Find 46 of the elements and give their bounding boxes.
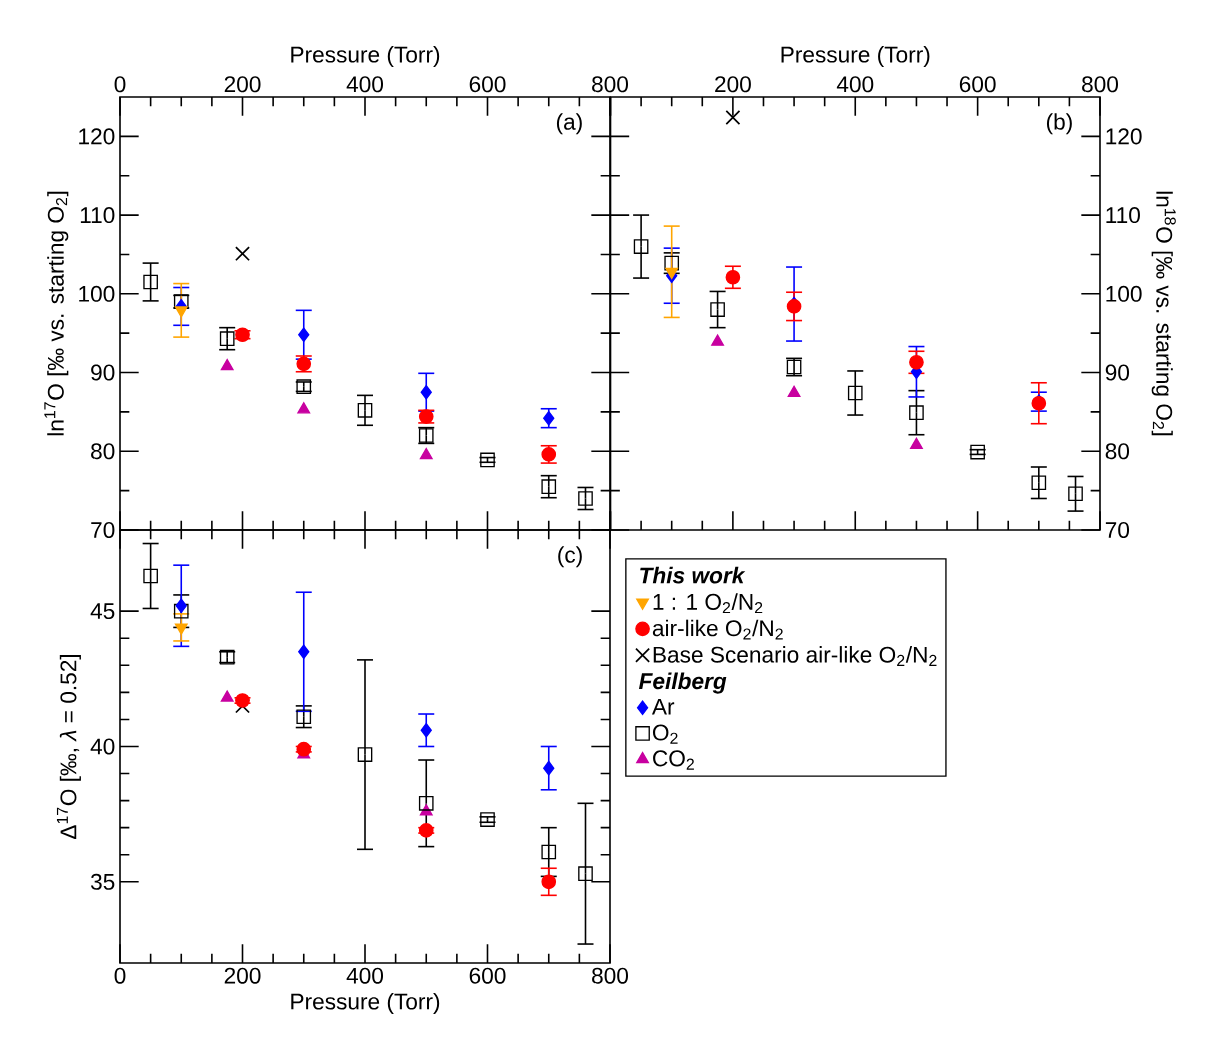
legend-label: Ar xyxy=(651,698,675,715)
text: (a) xyxy=(556,113,582,135)
x-tick-label: 200 xyxy=(715,76,751,93)
y-tick-label: 80 xyxy=(1105,443,1130,460)
y-tick-label: 120 xyxy=(1106,128,1142,145)
y-tick-label: 110 xyxy=(80,207,115,224)
y-tick-label: 90 xyxy=(1105,364,1130,381)
y-tick-label: 40 xyxy=(90,738,115,755)
y-tick-label: 100 xyxy=(1106,285,1142,302)
y-axis-title: Δ$^{17}$O [‰, λ = 0.52] xyxy=(56,654,81,839)
y-tick-label: 120 xyxy=(79,128,115,145)
x-tick-label: 600 xyxy=(469,76,506,93)
y-tick-label: 70 xyxy=(1105,521,1130,539)
legend-label: Base Scenario air-like O$_{2}$/N$_{2}$ xyxy=(653,646,937,666)
text: (b) xyxy=(1046,113,1072,135)
x-axis-title: Pressure (Torr) xyxy=(291,45,440,68)
x-tick-label: 800 xyxy=(592,967,629,984)
legend-label: CO$_{2}$ xyxy=(653,750,694,770)
x-tick-label: 600 xyxy=(469,967,506,984)
x-tick-label: 200 xyxy=(224,967,261,984)
y-tick-label: 80 xyxy=(91,443,115,460)
text: Feilberg xyxy=(638,672,727,694)
x-tick-label: 800 xyxy=(592,76,629,93)
x-tick-label: 0 xyxy=(114,76,126,93)
legend-label: O$_{2}$ xyxy=(652,724,678,744)
x-axis-title: Pressure (Torr) xyxy=(291,992,440,1015)
x-tick-label: 0 xyxy=(114,967,126,984)
legend-title: This work xyxy=(640,566,746,584)
y-axis-title: ln$^{18}$O [‰ vs. starting O$_{2}$] xyxy=(1151,191,1176,436)
x-tick-label: 400 xyxy=(836,76,874,93)
x-tick-label: 400 xyxy=(346,76,384,93)
x-tick-label: 200 xyxy=(224,76,261,93)
y-axis-title: ln$^{17}$O [‰ vs. starting O$_{2}$] xyxy=(44,191,69,436)
legend-label: air-like O$_{2}$/N$_{2}$ xyxy=(652,619,783,640)
x-tick-label: 800 xyxy=(1082,76,1119,93)
y-tick-label: 35 xyxy=(90,873,115,890)
x-tick-label: 600 xyxy=(959,76,996,93)
legend-label: 1 : 1 O$_{2}$/N$_{2}$ xyxy=(653,593,763,614)
y-tick-label: 45 xyxy=(90,603,115,620)
y-tick-label: 70 xyxy=(91,521,115,539)
y-tick-label: 90 xyxy=(91,364,115,381)
x-tick-label: 400 xyxy=(346,967,384,984)
y-tick-label: 100 xyxy=(79,285,115,302)
text: (c) xyxy=(558,546,582,568)
x-axis-title: Pressure (Torr) xyxy=(781,45,930,68)
y-tick-label: 110 xyxy=(1106,207,1140,224)
